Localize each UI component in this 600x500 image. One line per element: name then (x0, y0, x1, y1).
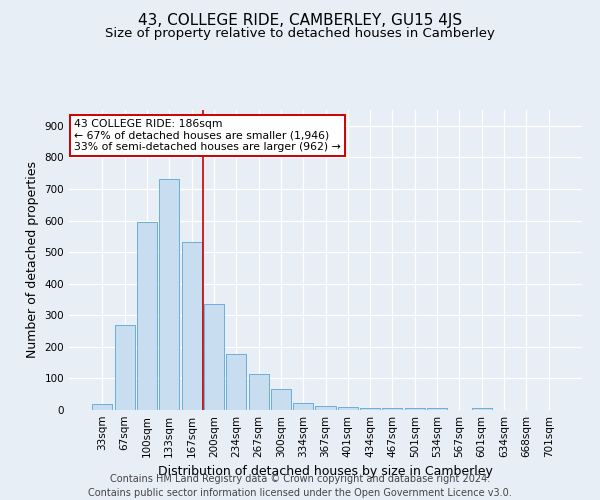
Bar (115, 324, 135, 410)
Text: 43, COLLEGE RIDE, CAMBERLEY, GU15 4JS: 43, COLLEGE RIDE, CAMBERLEY, GU15 4JS (138, 12, 462, 28)
Y-axis label: Number of detached properties: Number of detached properties (26, 162, 39, 358)
Bar (316, 406, 335, 410)
Text: Size of property relative to detached houses in Camberley: Size of property relative to detached ho… (105, 28, 495, 40)
Bar (472, 408, 492, 410)
Bar (226, 354, 246, 410)
Bar (92, 404, 112, 410)
Bar (405, 408, 425, 410)
Bar (427, 408, 447, 410)
Bar (137, 222, 157, 410)
Bar (382, 408, 403, 410)
Bar (338, 407, 358, 410)
Bar (248, 374, 269, 410)
Bar (271, 389, 291, 410)
Bar (204, 304, 224, 410)
X-axis label: Distribution of detached houses by size in Camberley: Distribution of detached houses by size … (158, 466, 493, 478)
Bar (293, 403, 313, 410)
Text: Contains HM Land Registry data © Crown copyright and database right 2024.
Contai: Contains HM Land Registry data © Crown c… (88, 474, 512, 498)
Bar (360, 408, 380, 410)
Bar (159, 180, 179, 410)
Text: 43 COLLEGE RIDE: 186sqm
← 67% of detached houses are smaller (1,946)
33% of semi: 43 COLLEGE RIDE: 186sqm ← 67% of detache… (74, 119, 341, 152)
Bar (182, 242, 202, 410)
